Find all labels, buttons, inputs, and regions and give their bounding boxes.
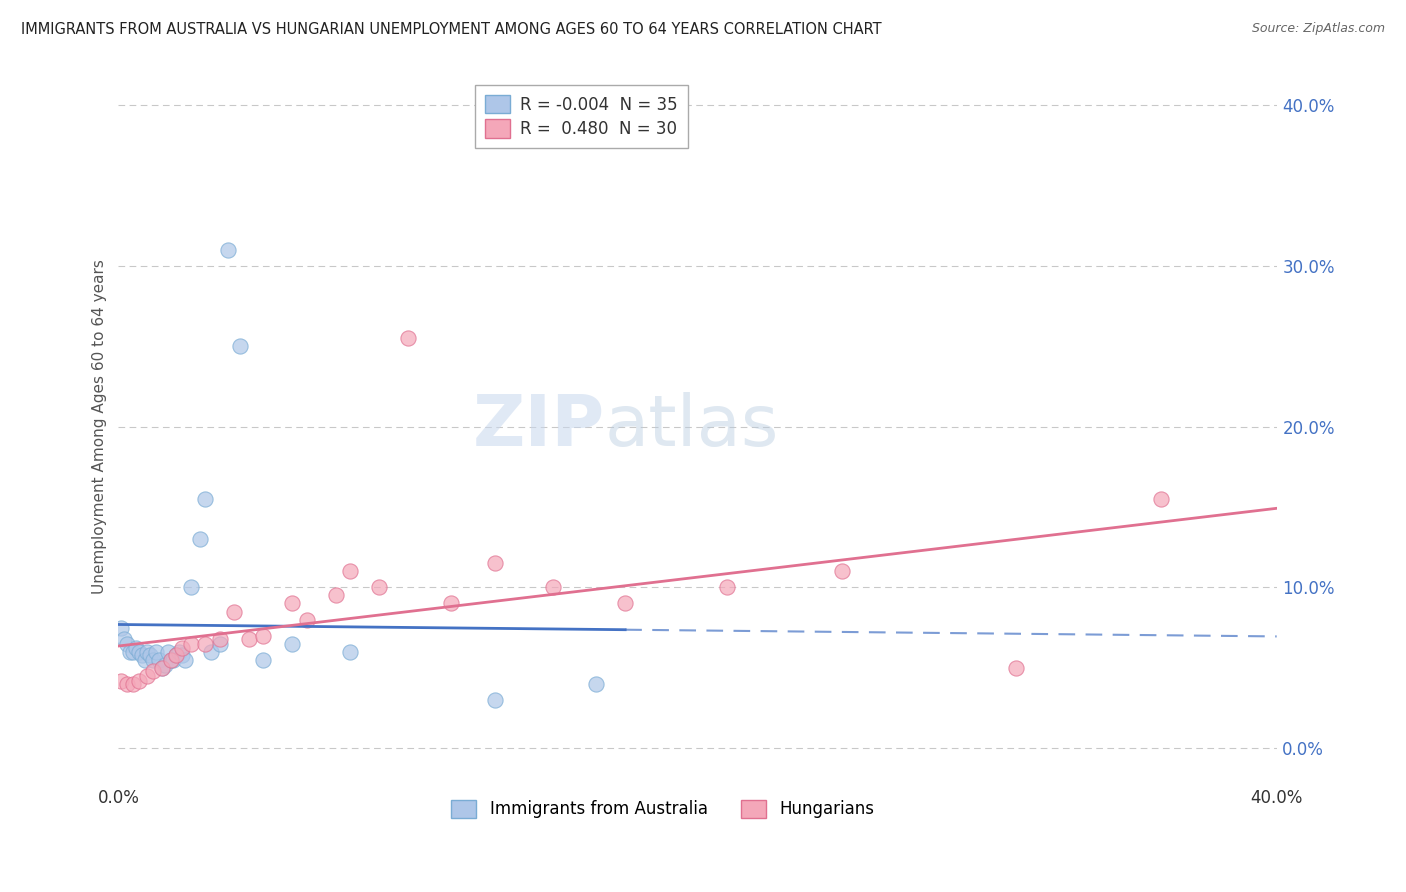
- Point: [208, 637, 231, 651]
- Point: [238, 632, 260, 646]
- Point: [218, 243, 240, 257]
- Point: [194, 491, 217, 506]
- Point: [368, 581, 391, 595]
- Point: [142, 664, 165, 678]
- Point: [224, 605, 246, 619]
- Point: [122, 645, 145, 659]
- Y-axis label: Unemployment Among Ages 60 to 64 years: Unemployment Among Ages 60 to 64 years: [93, 260, 107, 594]
- Point: [122, 677, 145, 691]
- Point: [174, 653, 197, 667]
- Point: [118, 645, 141, 659]
- Point: [145, 645, 167, 659]
- Point: [115, 637, 138, 651]
- Point: [188, 532, 211, 546]
- Point: [252, 629, 274, 643]
- Point: [194, 637, 217, 651]
- Point: [150, 661, 173, 675]
- Point: [110, 621, 132, 635]
- Text: atlas: atlas: [605, 392, 779, 461]
- Text: ZIP: ZIP: [472, 392, 605, 461]
- Point: [115, 677, 138, 691]
- Legend: Immigrants from Australia, Hungarians: Immigrants from Australia, Hungarians: [444, 793, 882, 825]
- Point: [142, 653, 165, 667]
- Point: [484, 556, 506, 570]
- Point: [831, 564, 853, 578]
- Point: [180, 581, 202, 595]
- Point: [125, 641, 148, 656]
- Point: [167, 645, 190, 659]
- Point: [150, 661, 173, 675]
- Point: [159, 653, 181, 667]
- Point: [252, 653, 274, 667]
- Point: [162, 653, 184, 667]
- Point: [136, 669, 159, 683]
- Point: [128, 673, 150, 688]
- Point: [339, 645, 361, 659]
- Point: [281, 637, 304, 651]
- Point: [139, 648, 162, 662]
- Point: [396, 331, 419, 345]
- Point: [1005, 661, 1028, 675]
- Point: [339, 564, 361, 578]
- Text: IMMIGRANTS FROM AUSTRALIA VS HUNGARIAN UNEMPLOYMENT AMONG AGES 60 TO 64 YEARS CO: IMMIGRANTS FROM AUSTRALIA VS HUNGARIAN U…: [21, 22, 882, 37]
- Point: [165, 648, 187, 662]
- Point: [484, 693, 506, 707]
- Point: [148, 653, 170, 667]
- Point: [165, 648, 187, 662]
- Point: [716, 581, 738, 595]
- Point: [131, 648, 153, 662]
- Point: [128, 645, 150, 659]
- Point: [172, 641, 194, 656]
- Point: [541, 581, 564, 595]
- Point: [134, 653, 156, 667]
- Point: [229, 339, 252, 353]
- Point: [281, 597, 304, 611]
- Point: [153, 657, 176, 672]
- Point: [112, 632, 135, 646]
- Point: [200, 645, 222, 659]
- Point: [440, 597, 463, 611]
- Point: [614, 597, 637, 611]
- Point: [208, 632, 231, 646]
- Point: [180, 637, 202, 651]
- Point: [159, 653, 181, 667]
- Point: [295, 613, 318, 627]
- Point: [172, 648, 194, 662]
- Point: [585, 677, 607, 691]
- Point: [156, 645, 179, 659]
- Point: [325, 589, 347, 603]
- Point: [110, 673, 132, 688]
- Point: [136, 645, 159, 659]
- Text: Source: ZipAtlas.com: Source: ZipAtlas.com: [1251, 22, 1385, 36]
- Point: [1150, 491, 1173, 506]
